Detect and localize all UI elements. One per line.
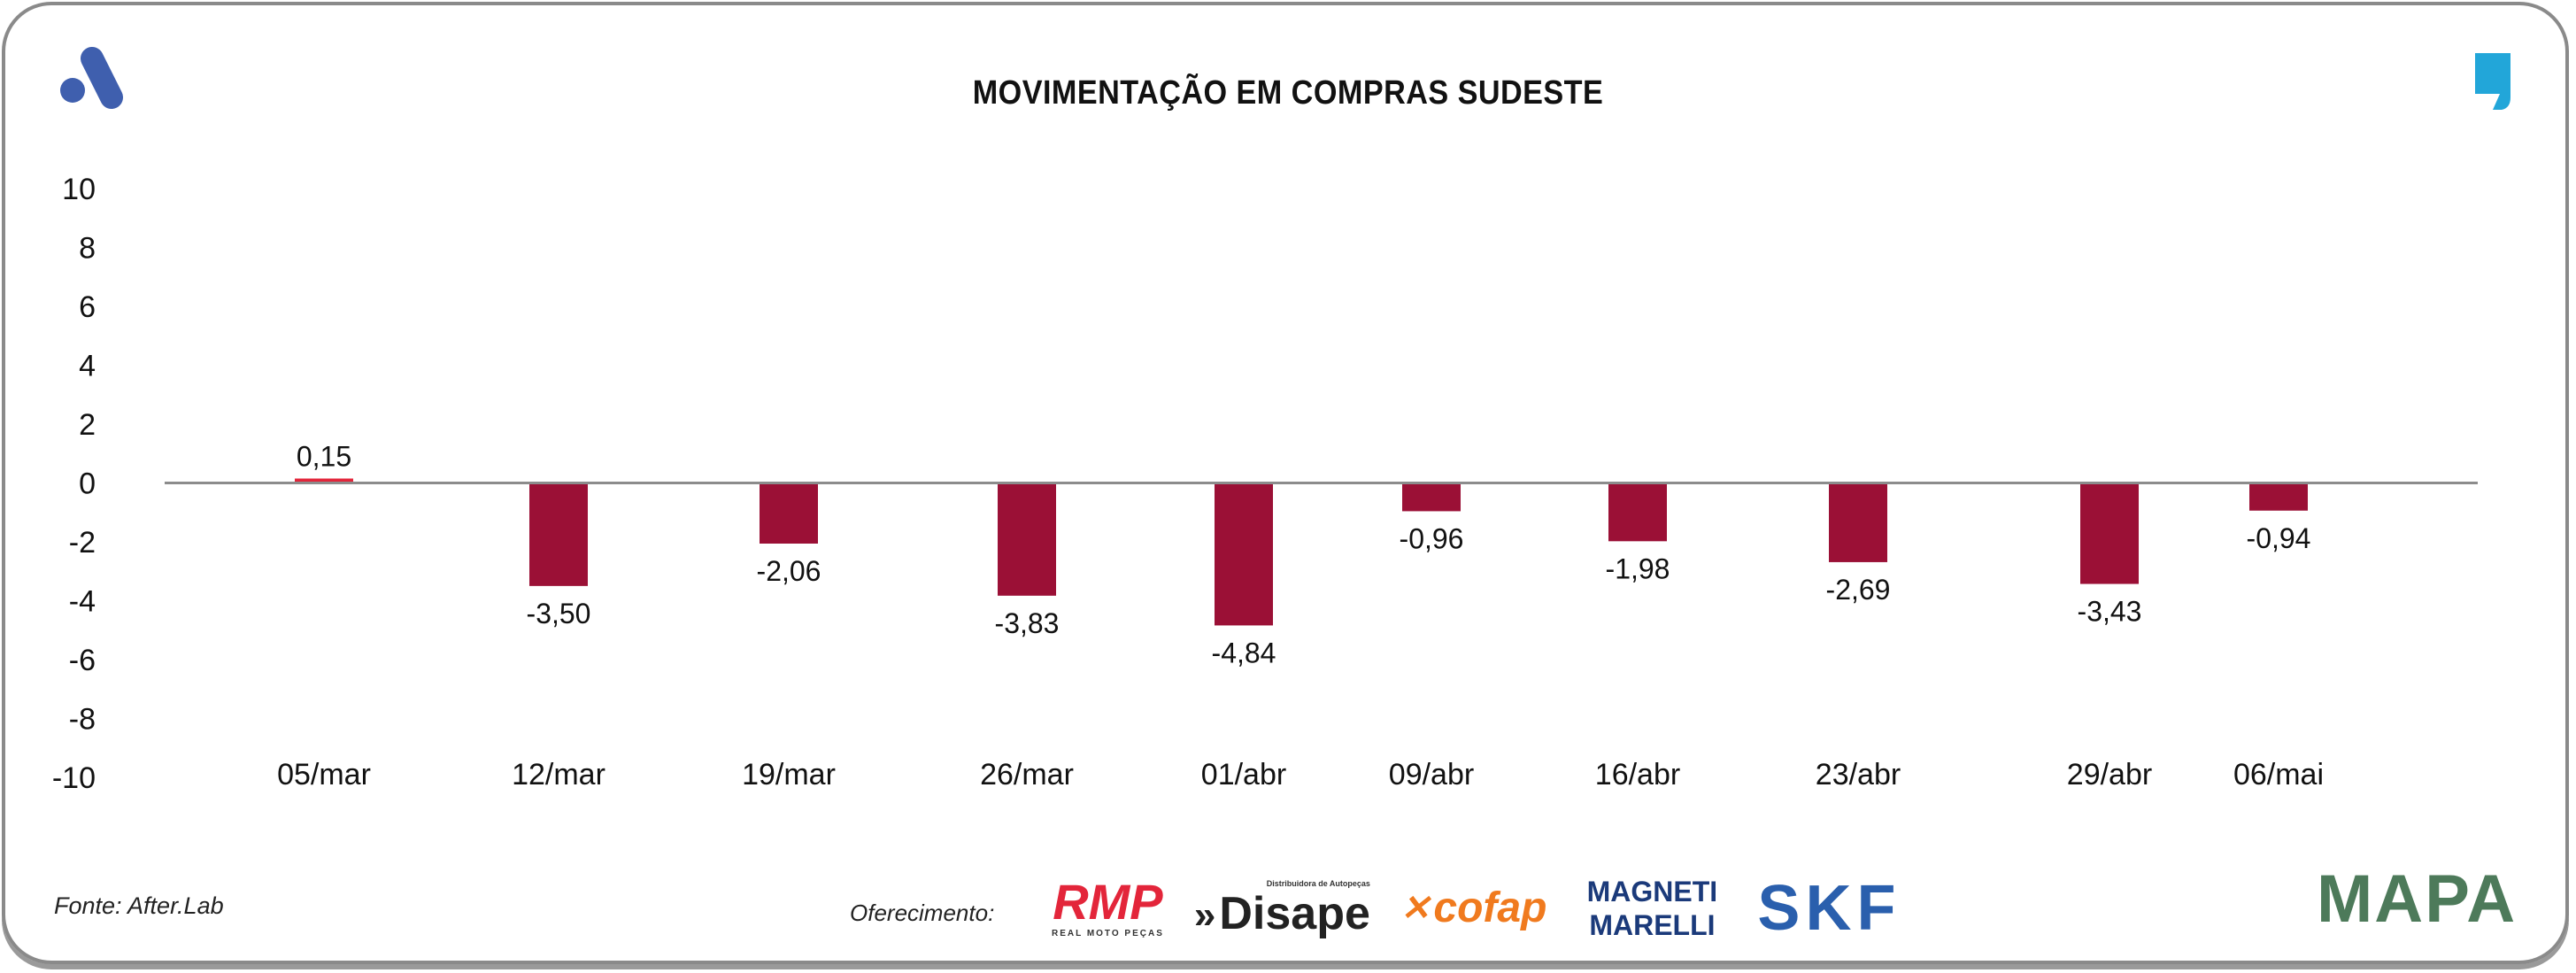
- data-label: -4,84: [1212, 637, 1276, 668]
- comma-logo-icon: [2475, 53, 2510, 110]
- y-tick-label: 8: [79, 232, 96, 266]
- cofap-logo: ✕ cofap: [1400, 885, 1547, 931]
- rmp-logo: RMP REAL MOTO PEÇAS: [1052, 876, 1164, 940]
- y-tick-label: -2: [69, 526, 96, 560]
- x-tick-label: 19/mar: [742, 758, 836, 792]
- x-tick-label: 12/mar: [512, 758, 605, 792]
- x-tick-label: 29/abr: [2067, 758, 2152, 792]
- y-tick-label: 10: [62, 173, 96, 206]
- data-label: -1,98: [1606, 552, 1670, 584]
- disape-logo: » Distribuidora de Autopeças Disape: [1194, 878, 1370, 938]
- bar: [1608, 483, 1667, 542]
- y-tick-label: -8: [69, 703, 96, 737]
- y-tick-label: -10: [52, 761, 96, 795]
- y-tick-label: 4: [79, 350, 96, 383]
- bar: [295, 478, 353, 484]
- y-tick-label: -4: [69, 585, 96, 619]
- data-label: -0,94: [2247, 522, 2311, 554]
- y-tick-label: 0: [79, 467, 96, 501]
- bar: [529, 483, 588, 586]
- cofap-logo-text: cofap: [1433, 884, 1547, 931]
- data-label: -2,06: [757, 555, 821, 587]
- rmp-logo-subtitle: REAL MOTO PEÇAS: [1052, 929, 1164, 938]
- disape-logo-subtitle: Distribuidora de Autopeças: [1266, 879, 1370, 888]
- y-tick-label: -6: [69, 644, 96, 677]
- data-label: -0,96: [1400, 522, 1464, 554]
- bar: [1829, 483, 1887, 562]
- cofap-x-icon: ✕: [1400, 889, 1431, 928]
- bar: [2080, 483, 2139, 584]
- data-label: -3,83: [995, 607, 1060, 639]
- sponsor-logos: RMP REAL MOTO PEÇAS » Distribuidora de A…: [1052, 866, 1901, 951]
- disape-logo-text: Disape: [1219, 888, 1370, 939]
- data-label: 0,15: [297, 441, 351, 473]
- bar: [760, 483, 818, 544]
- x-tick-label: 06/mai: [2233, 758, 2324, 792]
- data-label: -2,69: [1826, 574, 1891, 606]
- x-tick-label: 05/mar: [277, 758, 371, 792]
- source-note: Fonte: After.Lab: [54, 892, 224, 919]
- skf-logo: SKF: [1757, 873, 1901, 944]
- bar: [1402, 483, 1461, 512]
- x-tick-label: 16/abr: [1595, 758, 1680, 792]
- x-tick-label: 01/abr: [1201, 758, 1286, 792]
- disape-chevron-icon: »: [1193, 893, 1216, 937]
- chart-title: MOVIMENTAÇÃO EM COMPRAS SUDESTE: [972, 74, 1604, 112]
- rmp-logo-text: RMP: [1053, 874, 1163, 930]
- y-tick-label: 6: [79, 290, 96, 324]
- x-tick-label: 09/abr: [1389, 758, 1474, 792]
- a-logo-icon: [60, 47, 123, 109]
- x-tick-label: 23/abr: [1816, 758, 1901, 792]
- sponsor-label: Oferecimento:: [850, 900, 995, 926]
- bar: [1215, 483, 1273, 626]
- mapa-logo: MAPA: [2317, 861, 2518, 937]
- data-label: -3,43: [2078, 596, 2142, 628]
- bar: [998, 483, 1056, 596]
- magneti-marelli-logo: MAGNETI MARELLI: [1586, 876, 1718, 941]
- x-tick-label: 26/mar: [980, 758, 1074, 792]
- y-tick-label: 2: [79, 408, 96, 442]
- data-label: -3,50: [527, 598, 591, 629]
- bar: [2249, 483, 2308, 511]
